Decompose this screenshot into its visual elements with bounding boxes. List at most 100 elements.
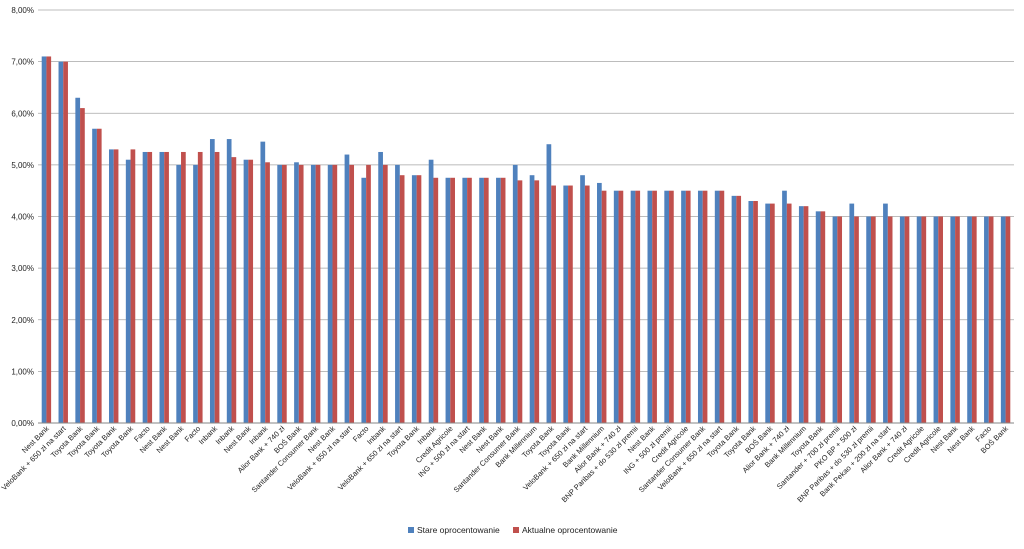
bar-stare	[479, 177, 484, 423]
bar-stare	[782, 190, 787, 423]
bar-stare	[697, 190, 703, 423]
bar-stare	[361, 177, 367, 423]
bar-aktualne	[719, 190, 725, 423]
bar-aktualne	[298, 164, 304, 424]
y-tick-label: 4,00%	[11, 213, 34, 222]
bar-stare	[546, 144, 552, 423]
legend-swatch	[513, 527, 519, 533]
bar-stare	[731, 195, 737, 423]
bar-stare	[916, 216, 922, 423]
bar-stare	[411, 175, 417, 423]
y-tick-label: 8,00%	[11, 6, 34, 15]
bar-stare	[378, 151, 383, 423]
bar-stare	[933, 216, 939, 423]
bar-stare	[849, 203, 855, 423]
bar-stare	[798, 206, 804, 423]
bar-aktualne	[820, 211, 826, 423]
bar-aktualne	[669, 190, 674, 423]
bar-aktualne	[399, 175, 405, 423]
y-tick-label: 1,00%	[11, 367, 34, 376]
y-tick-label: 5,00%	[11, 161, 34, 170]
y-tick-label: 0,00%	[11, 419, 34, 428]
bar-stare	[428, 159, 434, 423]
bar-stare	[883, 203, 888, 423]
bar-aktualne	[988, 216, 994, 423]
bar-stare	[1000, 216, 1006, 423]
legend-label: Aktualne oprocentowanie	[522, 525, 618, 535]
bar-stare	[243, 159, 249, 423]
bar-aktualne	[164, 151, 169, 423]
bar-aktualne	[80, 108, 85, 423]
bar-aktualne	[214, 151, 220, 423]
bar-aktualne	[96, 128, 102, 424]
bar-aktualne	[568, 185, 573, 423]
bar-aktualne	[736, 195, 742, 423]
bar-aktualne	[416, 175, 422, 423]
bar-aktualne	[265, 162, 270, 424]
bar-stare	[681, 190, 686, 423]
bar-aktualne	[702, 190, 708, 423]
bar-aktualne	[181, 151, 186, 423]
bar-aktualne	[517, 180, 523, 423]
y-tick-label: 2,00%	[11, 316, 34, 325]
bar-stare	[984, 216, 989, 423]
bar-stare	[950, 216, 956, 423]
bar-stare	[310, 164, 316, 424]
bar-stare	[630, 190, 636, 423]
bar-aktualne	[500, 177, 506, 423]
bar-stare	[899, 216, 905, 423]
bar-aktualne	[837, 216, 843, 423]
bar-stare	[159, 151, 165, 423]
bar-stare	[529, 175, 535, 423]
bar-aktualne	[770, 203, 775, 423]
bar-aktualne	[938, 216, 943, 423]
bar-aktualne	[63, 61, 68, 424]
bar-aktualne	[601, 190, 607, 423]
bar-aktualne	[483, 177, 489, 423]
y-axis-tick-labels: 0,00% 1,00% 2,00% 3,00% 4,00% 5,00% 6,00% 7,00%…	[11, 6, 34, 428]
bar-stare	[815, 211, 821, 423]
bar-aktualne	[887, 216, 893, 423]
bar-aktualne	[332, 164, 338, 424]
bar-aktualne	[349, 164, 355, 424]
bar-aktualne	[282, 164, 287, 424]
bar-stare	[125, 159, 131, 423]
bar-aktualne	[534, 180, 540, 423]
bar-aktualne	[685, 190, 691, 423]
bar-stare	[193, 164, 198, 424]
bar-aktualne	[315, 164, 321, 424]
bar-aktualne	[147, 151, 153, 423]
bar-aktualne	[584, 185, 590, 423]
bar-aktualne	[753, 201, 758, 423]
bar-stare	[327, 164, 333, 424]
bar-aktualne	[46, 56, 52, 424]
bar-aktualne	[635, 190, 641, 423]
bar-stare	[75, 97, 81, 423]
bar-stare	[597, 182, 602, 423]
bar-stare	[462, 177, 468, 423]
bar-aktualne	[551, 185, 556, 423]
bar-stare	[277, 164, 282, 424]
bar-aktualne	[904, 216, 910, 423]
bar-aktualne	[803, 206, 809, 423]
bar-stare	[445, 177, 451, 423]
bar-aktualne	[231, 157, 237, 423]
bar-aktualne	[921, 216, 927, 423]
bar-stare	[714, 190, 720, 423]
bars	[41, 56, 1011, 424]
bar-stare	[109, 149, 114, 423]
bar-stare	[647, 190, 653, 423]
legend-label: Stare oprocentowanie	[417, 525, 500, 535]
bar-stare	[748, 201, 754, 423]
bar-stare	[967, 216, 972, 423]
bar-aktualne	[433, 177, 439, 423]
bar-aktualne	[618, 190, 624, 423]
bar-stare	[92, 128, 97, 424]
bar-stare	[832, 216, 838, 423]
legend: Stare oprocentowanie Aktualne oprocentowa…	[408, 525, 618, 535]
y-tick-label: 6,00%	[11, 109, 34, 118]
bar-aktualne	[854, 216, 859, 423]
